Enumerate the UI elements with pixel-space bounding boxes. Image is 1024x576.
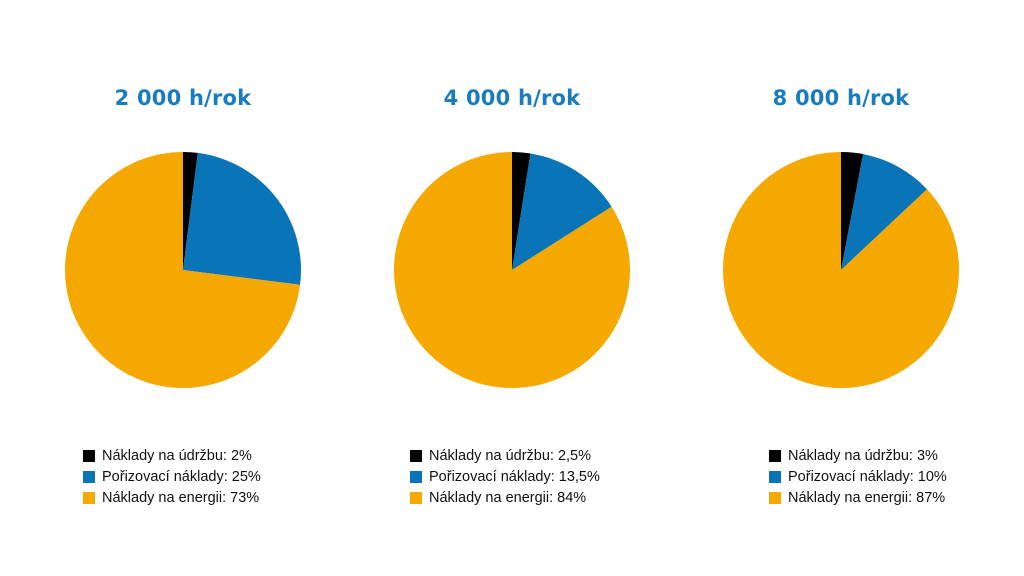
legend-swatch-acquisition <box>410 470 422 483</box>
legend-label: Pořizovací náklady: 25% <box>102 468 261 485</box>
legend-label: Náklady na údržbu: 3% <box>788 447 938 464</box>
chart-legend: Náklady na údržbu: 2,5% Pořizovací nákla… <box>410 445 600 508</box>
legend-swatch-maintenance <box>769 449 781 462</box>
legend-label: Pořizovací náklady: 10% <box>788 468 947 485</box>
legend-swatch-maintenance <box>83 449 95 462</box>
legend-swatch-energy <box>83 491 95 504</box>
legend-label: Náklady na energii: 73% <box>102 489 260 506</box>
legend-item-acquisition: Pořizovací náklady: 13,5% <box>410 466 600 487</box>
chart-title: 4 000 h/rok <box>443 86 581 110</box>
legend-swatch-acquisition <box>83 470 95 483</box>
pie-slice-maintenance <box>841 152 864 270</box>
chart-title: 2 000 h/rok <box>114 86 252 110</box>
legend-item-maintenance: Náklady na údržbu: 2% <box>83 445 261 466</box>
legend-item-energy: Náklady na energii: 84% <box>410 487 600 508</box>
pie-slice-acquisition <box>841 154 928 270</box>
legend-item-maintenance: Náklady na údržbu: 3% <box>769 445 947 466</box>
chart-panel-2000: 2 000 h/rok Náklady na údržbu: 2% Pořizo… <box>33 0 333 576</box>
legend-item-energy: Náklady na energii: 87% <box>769 487 947 508</box>
chart-panel-8000: 8 000 h/rok Náklady na údržbu: 3% Pořizo… <box>691 0 991 576</box>
legend-item-energy: Náklady na energii: 73% <box>83 487 261 508</box>
legend-item-acquisition: Pořizovací náklady: 25% <box>83 466 261 487</box>
pie-slice-energy <box>65 152 301 388</box>
legend-swatch-acquisition <box>769 470 781 483</box>
legend-label: Náklady na údržbu: 2,5% <box>429 447 592 464</box>
chart-legend: Náklady na údržbu: 2% Pořizovací náklady… <box>83 445 261 508</box>
legend-item-acquisition: Pořizovací náklady: 10% <box>769 466 947 487</box>
pie-chart-4000 <box>394 152 631 388</box>
pie-chart-2000 <box>65 152 302 388</box>
legend-label: Náklady na energii: 84% <box>429 489 587 506</box>
pie-slice-energy <box>723 152 960 388</box>
legend-item-maintenance: Náklady na údržbu: 2,5% <box>410 445 600 466</box>
legend-swatch-energy <box>410 491 422 504</box>
pie-slice-acquisition <box>183 152 302 285</box>
legend-label: Pořizovací náklady: 13,5% <box>429 468 600 485</box>
chart-title: 8 000 h/rok <box>772 86 910 110</box>
pie-slice-maintenance <box>183 152 198 270</box>
pie-chart-8000 <box>723 152 960 388</box>
pie-slice-energy <box>394 152 631 388</box>
legend-swatch-maintenance <box>410 449 422 462</box>
chart-panel-4000: 4 000 h/rok Náklady na údržbu: 2,5% Poři… <box>362 0 662 576</box>
legend-label: Náklady na údržbu: 2% <box>102 447 252 464</box>
pie-slice-acquisition <box>512 153 612 270</box>
pie-slice-maintenance <box>512 152 531 270</box>
legend-swatch-energy <box>769 491 781 504</box>
legend-label: Náklady na energii: 87% <box>788 489 946 506</box>
chart-legend: Náklady na údržbu: 3% Pořizovací náklady… <box>769 445 947 508</box>
